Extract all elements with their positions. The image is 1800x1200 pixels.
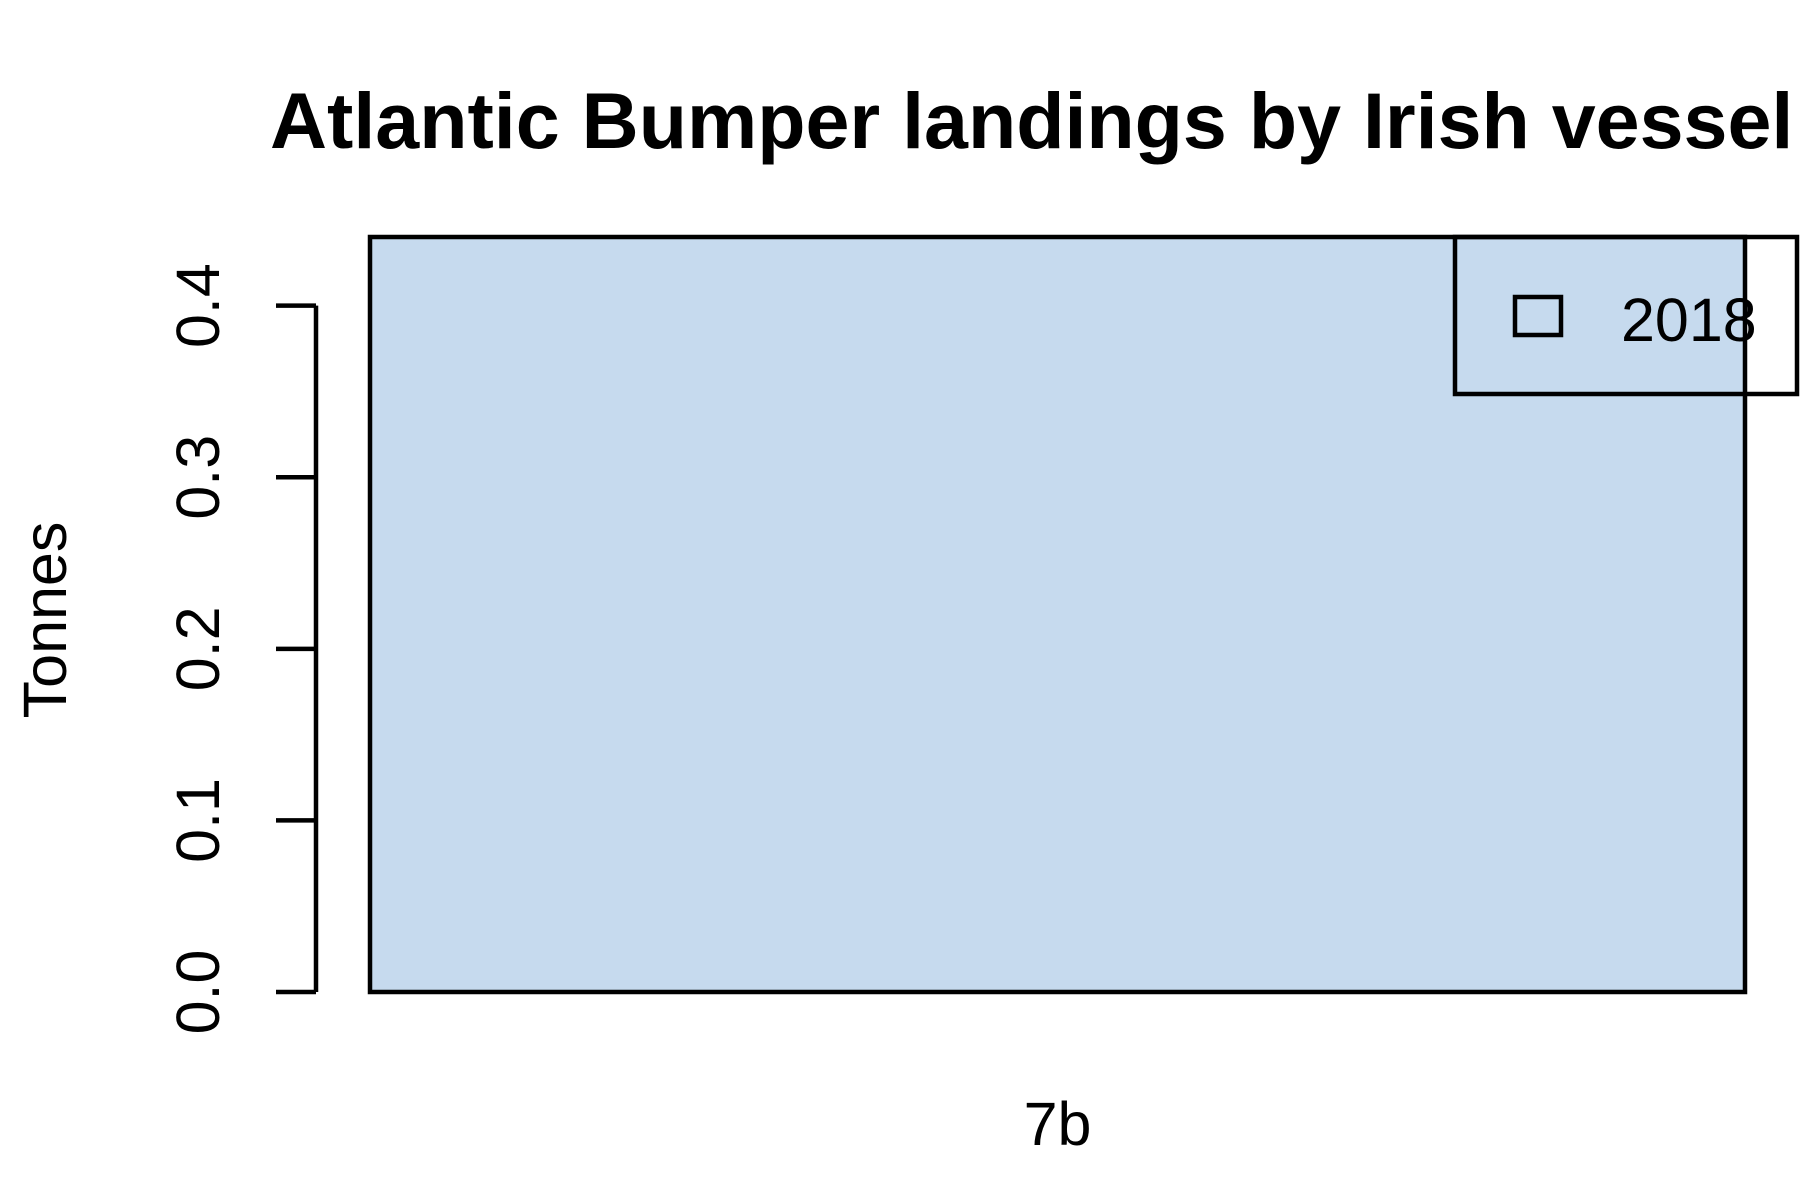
y-axis-label: Tonnes (11, 522, 79, 719)
chart-title: Atlantic Bumper landings by Irish vessel (270, 76, 1793, 165)
category-label: 7b (1024, 1090, 1092, 1158)
legend: 2018 (1452, 234, 1800, 397)
legend-box (1452, 234, 1800, 397)
y-tick-label: 0.2 (164, 606, 232, 691)
category-labels: 7b (1024, 1090, 1092, 1158)
y-tick-label: 0.3 (164, 435, 232, 520)
y-tick-label: 0.1 (164, 778, 232, 863)
bars (367, 234, 1748, 995)
y-tick-label: 0.0 (164, 950, 232, 1035)
y-axis: 0.0 0.1 0.2 0.3 0.4 (164, 263, 319, 1035)
y-tick-label: 0.4 (164, 263, 232, 348)
bar (367, 234, 1748, 995)
legend-label: 2018 (1621, 286, 1757, 354)
legend-swatch (1512, 294, 1564, 338)
